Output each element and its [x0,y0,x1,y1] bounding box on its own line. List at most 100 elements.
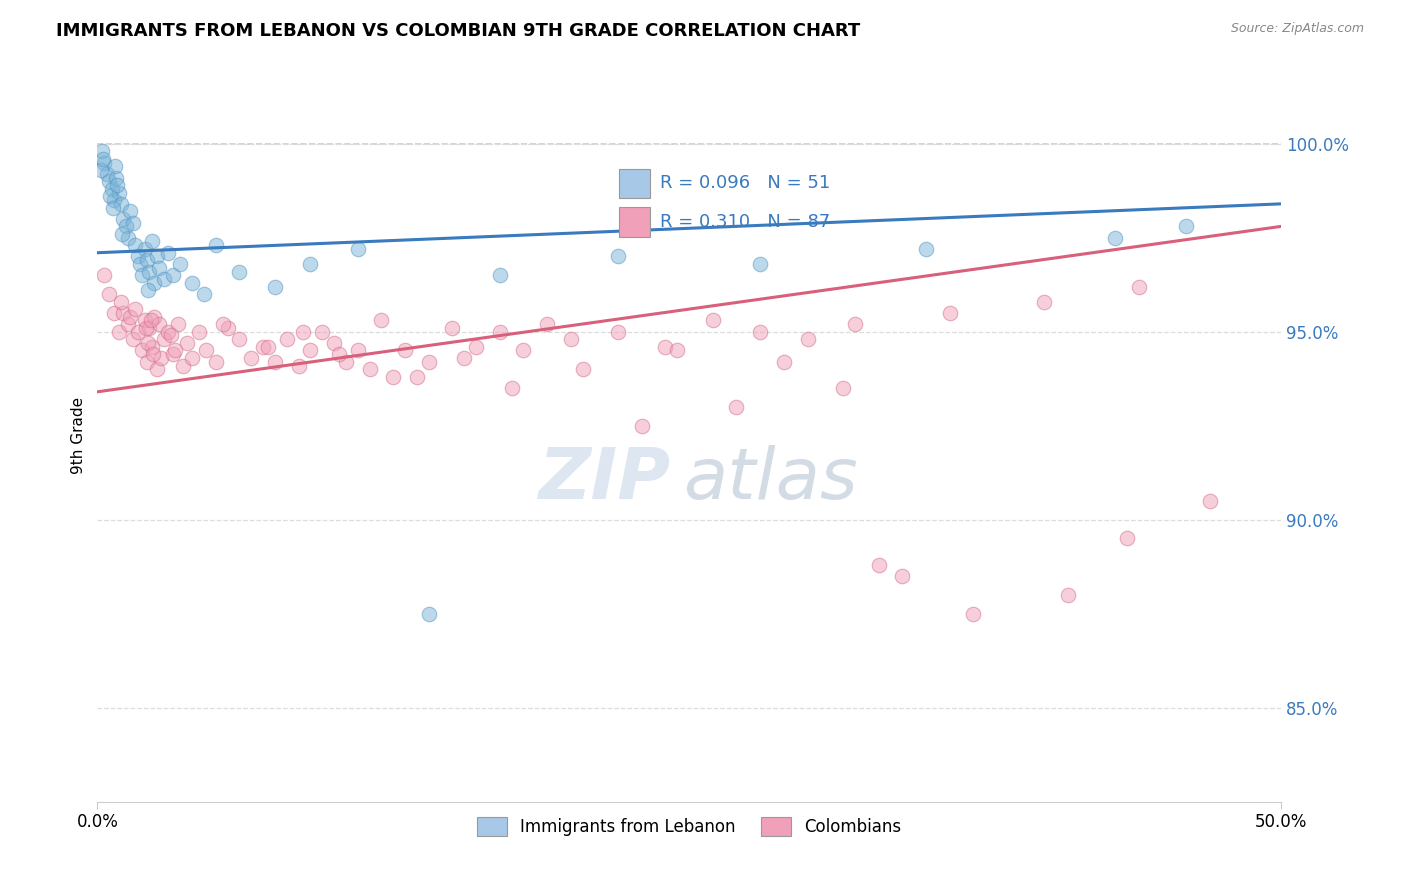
Point [915,242,938,256]
Point [152,272,174,286]
Point [98,189,121,203]
Point [1175,219,1198,234]
Point [346,242,368,256]
Point [188,325,211,339]
Point [120,310,142,324]
Point [488,325,510,339]
Point [299,343,322,358]
Text: R = 0.310   N = 87: R = 0.310 N = 87 [659,213,830,231]
Point [891,569,914,583]
Point [962,607,984,621]
Point [264,279,287,293]
Point [749,325,772,339]
Point [117,317,139,331]
Point [1199,493,1222,508]
Point [142,347,165,361]
Point [181,351,204,365]
Point [501,381,523,395]
Text: IMMIGRANTS FROM LEBANON VS COLOMBIAN 9TH GRADE CORRELATION CHART: IMMIGRANTS FROM LEBANON VS COLOMBIAN 9TH… [56,22,860,40]
Point [749,257,772,271]
Point [110,294,132,309]
Point [299,257,322,271]
Point [157,325,180,339]
Point [1033,294,1056,309]
Point [127,325,149,339]
Point [217,321,239,335]
Point [91,152,114,166]
Point [121,216,143,230]
Point [98,174,121,188]
Point [172,359,194,373]
Point [465,340,488,354]
Point [418,607,440,621]
Point [228,332,250,346]
Point [1116,532,1139,546]
Point [211,317,233,331]
Point [148,317,170,331]
Point [124,302,146,317]
Point [103,306,125,320]
Point [104,159,127,173]
Point [938,306,960,320]
Point [93,155,115,169]
Point [157,245,180,260]
Point [394,343,416,358]
Point [112,306,135,320]
Point [136,355,159,369]
Point [124,238,146,252]
Point [725,400,748,414]
Point [204,238,226,252]
Point [228,264,250,278]
Point [96,167,118,181]
Point [832,381,855,395]
Point [162,347,184,361]
Point [359,362,381,376]
Point [111,227,134,241]
Point [141,235,163,249]
FancyBboxPatch shape [619,207,650,237]
Point [256,340,278,354]
Point [114,219,136,234]
Point [134,313,156,327]
Point [630,418,652,433]
Point [292,325,315,339]
Point [110,197,132,211]
Point [441,321,464,335]
Legend: Immigrants from Lebanon, Colombians: Immigrants from Lebanon, Colombians [468,809,910,845]
Point [141,340,163,354]
Point [287,359,309,373]
Point [346,343,368,358]
Point [138,264,160,278]
Point [607,325,630,339]
Point [93,268,115,283]
Point [176,335,198,350]
Point [666,343,689,358]
Point [135,321,157,335]
Point [103,193,125,207]
Point [131,268,153,283]
Point [264,355,287,369]
Point [1128,279,1150,293]
Point [418,355,440,369]
Point [107,178,129,192]
Point [193,287,215,301]
Text: ZIP: ZIP [538,444,672,514]
Point [139,313,162,327]
Point [117,230,139,244]
Point [311,325,333,339]
Point [252,340,274,354]
Point [152,332,174,346]
Point [136,253,159,268]
Point [844,317,866,331]
Point [120,204,142,219]
Point [100,182,122,196]
Point [1057,588,1080,602]
Text: R = 0.096   N = 51: R = 0.096 N = 51 [659,175,830,193]
Point [195,343,218,358]
Point [868,558,890,572]
Point [571,362,593,376]
Point [134,242,156,256]
Point [107,325,129,339]
Point [131,343,153,358]
Point [276,332,298,346]
